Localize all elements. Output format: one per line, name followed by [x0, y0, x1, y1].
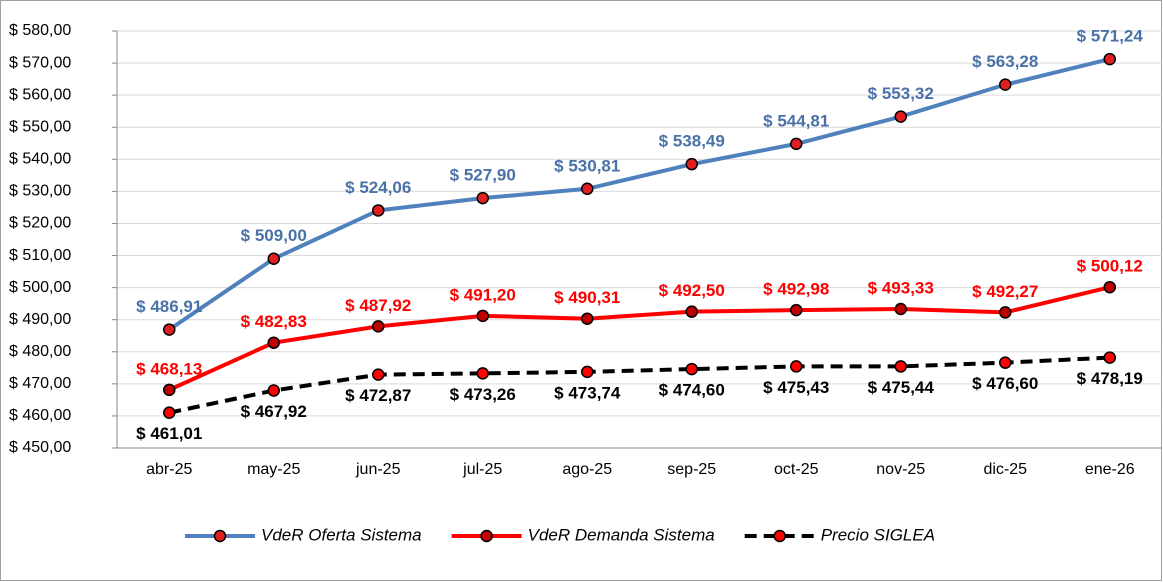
marker: [163, 406, 176, 419]
y-tick-label: $ 470,00: [9, 375, 71, 392]
data-label: $ 473,74: [554, 383, 621, 402]
marker: [267, 384, 280, 397]
data-label: $ 524,06: [345, 178, 411, 197]
x-tick-label: oct-25: [774, 461, 819, 478]
legend-label: Precio SIGLEA: [821, 525, 935, 544]
marker: [999, 306, 1012, 319]
data-label: $ 476,60: [972, 374, 1038, 393]
x-tick-label: jun-25: [355, 461, 401, 478]
y-tick-label: $ 520,00: [9, 215, 71, 232]
marker: [163, 323, 176, 336]
data-label: $ 500,12: [1077, 257, 1143, 276]
data-label: $ 475,44: [868, 378, 935, 397]
marker: [894, 302, 907, 316]
marker: [476, 367, 489, 380]
data-label: $ 553,32: [868, 84, 934, 103]
marker: [1103, 351, 1116, 364]
data-label: $ 492,98: [763, 280, 829, 299]
data-label: $ 492,50: [659, 281, 725, 300]
marker: [476, 309, 489, 323]
x-tick-label: abr-25: [146, 461, 192, 478]
data-label: $ 491,20: [450, 285, 516, 304]
x-tick-label: may-25: [247, 461, 300, 478]
data-label: $ 478,19: [1077, 369, 1143, 388]
data-label: $ 468,13: [136, 359, 202, 378]
x-tick-label: dic-25: [983, 461, 1027, 478]
y-tick-label: $ 500,00: [9, 279, 71, 296]
y-tick-label: $ 460,00: [9, 407, 71, 424]
legend-marker: [480, 529, 493, 543]
x-tick-label: nov-25: [876, 461, 925, 478]
data-label: $ 571,24: [1077, 27, 1144, 46]
marker: [999, 78, 1012, 91]
series-line: [168, 355, 1110, 415]
y-tick-label: $ 570,00: [9, 54, 71, 71]
y-tick-label: $ 490,00: [9, 311, 71, 328]
data-label: $ 461,01: [136, 424, 202, 443]
legend-marker: [773, 529, 786, 543]
marker: [685, 157, 698, 171]
data-label: $ 527,90: [450, 166, 516, 185]
data-label: $ 487,92: [345, 296, 411, 315]
marker: [1103, 52, 1116, 66]
legend-label: VdeR Demanda Sistema: [528, 525, 715, 544]
x-tick-label: ago-25: [562, 461, 612, 478]
marker: [894, 360, 907, 373]
data-label: $ 544,81: [763, 111, 829, 130]
data-label: $ 473,26: [450, 385, 516, 404]
marker: [790, 137, 803, 151]
x-tick-label: sep-25: [667, 461, 716, 478]
data-label: $ 474,60: [659, 381, 725, 400]
data-label: $ 493,33: [868, 278, 934, 297]
series-line: [168, 285, 1111, 392]
marker: [685, 305, 698, 318]
marker: [163, 383, 176, 397]
data-label: $ 530,81: [554, 156, 620, 175]
marker: [790, 303, 803, 317]
data-label: $ 563,28: [972, 52, 1038, 71]
data-label: $ 486,91: [136, 297, 202, 316]
y-tick-label: $ 580,00: [9, 22, 71, 39]
y-tick-label: $ 550,00: [9, 118, 71, 135]
marker: [999, 356, 1012, 369]
data-label: $ 472,87: [345, 386, 411, 405]
marker: [267, 252, 280, 265]
data-label: $ 475,43: [763, 378, 829, 397]
data-label: $ 492,27: [972, 282, 1038, 301]
data-label: $ 467,92: [241, 402, 307, 421]
y-tick-label: $ 480,00: [9, 343, 71, 360]
data-label: $ 490,31: [554, 288, 620, 307]
marker: [581, 312, 594, 325]
legend-label: VdeR Oferta Sistema: [261, 525, 422, 544]
data-label: $ 482,83: [241, 312, 307, 331]
x-tick-label: jul-25: [462, 461, 502, 478]
legend-marker: [213, 529, 227, 543]
marker: [581, 182, 594, 196]
series-line: [168, 57, 1111, 332]
marker: [1103, 280, 1116, 294]
marker: [267, 336, 280, 349]
y-tick-label: $ 530,00: [9, 183, 71, 200]
marker: [790, 360, 803, 373]
y-tick-label: $ 450,00: [9, 439, 71, 456]
marker: [372, 320, 385, 333]
y-tick-label: $ 510,00: [9, 247, 71, 264]
data-label: $ 509,00: [241, 226, 307, 245]
x-tick-label: ene-26: [1085, 461, 1135, 478]
marker: [581, 365, 594, 379]
data-label: $ 538,49: [659, 132, 725, 151]
marker: [894, 110, 907, 123]
y-tick-label: $ 560,00: [9, 86, 71, 103]
marker: [476, 191, 489, 205]
marker: [372, 204, 385, 217]
marker: [372, 368, 385, 381]
y-tick-label: $ 540,00: [9, 151, 71, 168]
marker: [685, 362, 698, 376]
